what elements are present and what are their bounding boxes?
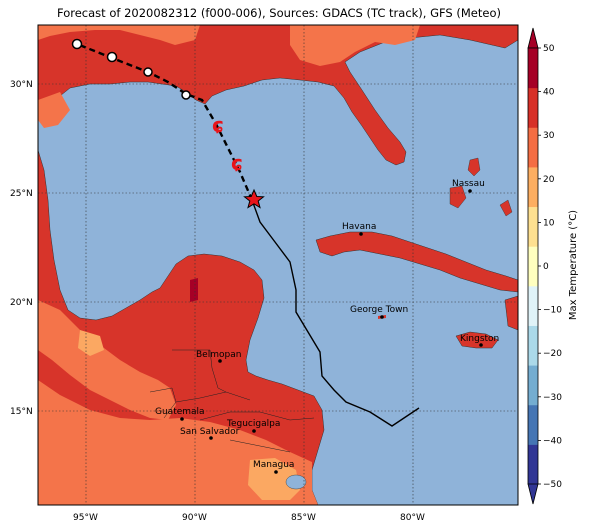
lon-label: 85°W	[291, 513, 316, 523]
land-jamaica	[455, 331, 499, 349]
land-us-warm-zone-2	[290, 25, 420, 66]
colorbar-segment	[528, 166, 538, 208]
colorbar-segment	[528, 127, 538, 168]
colorbar-segment	[528, 365, 538, 406]
storm-symbol-icon: ɕ	[212, 113, 224, 137]
city-dot	[180, 417, 184, 421]
track-point-marker	[106, 51, 118, 63]
land-bahamas-2	[467, 157, 481, 177]
city-dot	[359, 232, 363, 236]
colorbar-tick-label: −40	[543, 436, 562, 446]
city-label-george-town: George Town	[350, 305, 408, 315]
lake-nicaragua	[285, 474, 307, 490]
map-title: Forecast of 2020082312 (f000-006), Sourc…	[57, 6, 501, 20]
land-mexico-warm	[38, 300, 176, 420]
land-cool-spot	[248, 458, 300, 500]
city-dot	[209, 436, 213, 440]
colorbar-segment	[528, 325, 538, 366]
map-area: ɕ ɕ Nassau Havana George Town Belmopan K…	[38, 25, 518, 505]
colorbar-extend-max	[527, 27, 539, 49]
track-point-marker	[143, 67, 153, 77]
city-dot	[252, 429, 256, 433]
map-frame	[37, 24, 519, 506]
colorbar-segment	[528, 444, 538, 485]
lat-label: 15°N	[10, 407, 33, 417]
colorbar-tick-label: 30	[543, 131, 555, 141]
colorbar-tick-label: −20	[543, 349, 562, 359]
land-central-america-warm	[38, 380, 318, 505]
colorbar-segment	[528, 48, 538, 89]
land-hot-spot	[190, 278, 198, 302]
land-cool-spot-2	[78, 330, 104, 356]
city-label-guatemala: Guatemala	[155, 407, 205, 417]
lon-label: 80°W	[400, 513, 425, 523]
current-position-star-icon	[243, 188, 265, 209]
land-bahamas	[449, 185, 467, 209]
tc-track-forecast	[76, 42, 254, 201]
city-label-nassau: Nassau	[452, 179, 485, 189]
colorbar-segment	[528, 246, 538, 287]
land-bahamas-3	[499, 199, 513, 217]
track-point-marker	[181, 90, 191, 100]
colorbar-segment	[528, 206, 538, 247]
colorbar-segment	[528, 404, 538, 445]
colorbar-extend-min	[527, 483, 539, 505]
colorbar-tick-label: 10	[543, 218, 555, 228]
land-us-gulf-coast	[38, 25, 518, 166]
gridlines	[38, 25, 518, 505]
colorbar-tick-label: 40	[543, 88, 555, 98]
colorbar-tick-label: 0	[543, 262, 549, 272]
colorbar-tick-label: 50	[543, 44, 555, 54]
lat-label: 25°N	[10, 189, 33, 199]
colorbar-tick-label: −10	[543, 306, 562, 316]
lat-label: 30°N	[10, 80, 33, 90]
country-borders	[149, 349, 315, 453]
colorbar-segment	[528, 87, 538, 128]
city-dot	[274, 470, 278, 474]
colorbar-tick-label: −30	[543, 393, 562, 403]
lon-label: 90°W	[182, 513, 207, 523]
colorbar-tick-label: −50	[543, 480, 562, 490]
city-dot	[218, 359, 222, 363]
lon-label: 95°W	[73, 513, 98, 523]
city-dot	[468, 189, 472, 193]
land-cuba	[315, 231, 518, 293]
colorbar-segment	[528, 285, 538, 326]
colorbar-label: Max Temperature (°C)	[568, 210, 579, 320]
city-label-managua: Managua	[253, 460, 294, 470]
land-hispaniola	[504, 295, 518, 331]
track-point-marker	[71, 38, 83, 50]
city-label-san-salvador: San Salvador	[180, 427, 240, 437]
city-dot	[479, 343, 483, 347]
land-us-warm-zone-3	[38, 92, 70, 128]
city-label-kingston: Kingston	[460, 334, 499, 344]
colorbar-tick-label: 20	[543, 175, 555, 185]
lat-label: 20°N	[10, 298, 33, 308]
tc-track-observed	[251, 199, 420, 427]
city-label-belmopan: Belmopan	[196, 350, 241, 360]
storm-symbol-icon: ɕ	[231, 151, 243, 175]
city-label-tegucigalpa: Tegucigalpa	[226, 419, 280, 429]
city-label-havana: Havana	[342, 222, 376, 232]
city-dot	[380, 315, 384, 319]
cities: Nassau Havana George Town Belmopan Kings…	[155, 179, 499, 474]
land-us-warm-zone	[38, 25, 200, 45]
colorbar: 50 40 30 20 10 0 −10 −20 −30 −40 −50	[527, 27, 562, 505]
